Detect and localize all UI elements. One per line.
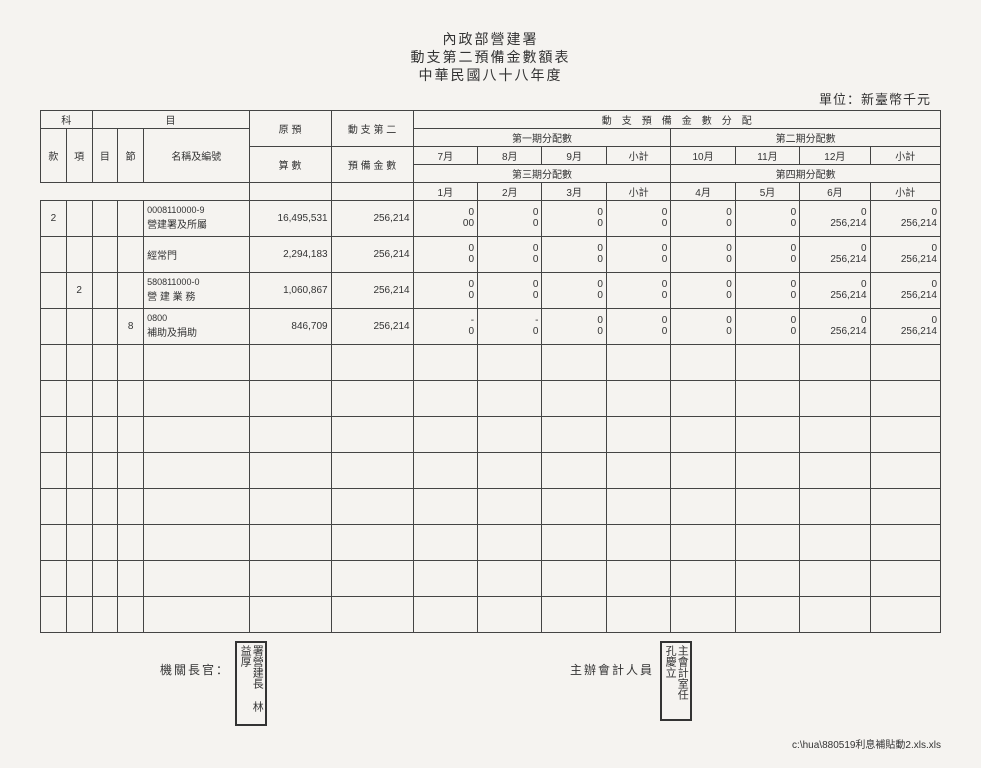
- org-name: 內政部營建署: [40, 30, 941, 48]
- doc-title: 動支第二預備金數額表: [40, 48, 941, 66]
- col-reserve-top: 動 支 第 二: [331, 110, 413, 146]
- col-sub1: 小計: [606, 146, 670, 164]
- col-alloc-main: 動 支 預 備 金 數 分 配: [413, 110, 940, 128]
- col-name: 名稱及編號: [144, 128, 250, 182]
- table-row: 20008110000-9營建署及所屬16,495,531256,2140000…: [41, 200, 941, 236]
- chief-label: 機關長官：: [160, 661, 230, 678]
- col-reserve-bot: 預 備 金 數: [331, 146, 413, 182]
- col-jie: 節: [118, 128, 144, 182]
- table-row: 80800補助及捐助846,709256,214-0-0000000000256…: [41, 308, 941, 344]
- table-row: [41, 596, 941, 632]
- file-path: c:\hua\880519利息補貼動2.xls.xls: [792, 736, 941, 751]
- footer: 機關長官： 署營建長 林益厚 主辦會計人員 主會計室任 孔慶立 c:\hua\8…: [40, 641, 941, 741]
- table-row: 2580811000-0營 建 業 務1,060,867256,21400000…: [41, 272, 941, 308]
- table-row: 經常門2,294,183256,2140000000000000256,2140…: [41, 236, 941, 272]
- unit-label: 單位：新臺幣千元: [40, 89, 941, 108]
- table-row: [41, 380, 941, 416]
- col-m7: 7月: [413, 146, 477, 164]
- accountant-stamp: 主會計室任 孔慶立: [660, 641, 692, 721]
- chief-stamp: 署營建長 林益厚: [235, 641, 267, 726]
- allocation-table: 科 目 原 預 動 支 第 二 動 支 預 備 金 數 分 配 款 項 目 節 …: [40, 110, 941, 633]
- col-sub3: 小計: [606, 182, 670, 200]
- col-xiang: 項: [66, 128, 92, 182]
- col-sub4: 小計: [870, 182, 940, 200]
- col-m3: 3月: [542, 182, 606, 200]
- col-m8: 8月: [478, 146, 542, 164]
- table-row: [41, 416, 941, 452]
- col-sub2: 小計: [870, 146, 940, 164]
- table-row: [41, 344, 941, 380]
- col-m1: 1月: [413, 182, 477, 200]
- table-row: [41, 524, 941, 560]
- accountant-label: 主辦會計人員: [570, 661, 654, 678]
- col-budget-bot: 算 數: [249, 146, 331, 182]
- table-row: [41, 452, 941, 488]
- col-section: 科: [41, 110, 93, 128]
- col-m10: 10月: [671, 146, 735, 164]
- fiscal-year: 中華民國八十八年度: [40, 66, 941, 84]
- col-q4: 第四期分配數: [671, 164, 941, 182]
- col-m4: 4月: [671, 182, 735, 200]
- col-q1: 第一期分配數: [413, 128, 671, 146]
- col-q3: 第三期分配數: [413, 164, 671, 182]
- col-m12: 12月: [800, 146, 870, 164]
- col-m2: 2月: [478, 182, 542, 200]
- col-budget-top: 原 預: [249, 110, 331, 146]
- col-mu: 目: [92, 128, 118, 182]
- col-q2: 第二期分配數: [671, 128, 941, 146]
- col-m9: 9月: [542, 146, 606, 164]
- col-item: 目: [92, 110, 249, 128]
- table-row: [41, 560, 941, 596]
- col-m6: 6月: [800, 182, 870, 200]
- col-kuan: 款: [41, 128, 67, 182]
- table-row: [41, 488, 941, 524]
- col-m5: 5月: [735, 182, 799, 200]
- col-m11: 11月: [735, 146, 799, 164]
